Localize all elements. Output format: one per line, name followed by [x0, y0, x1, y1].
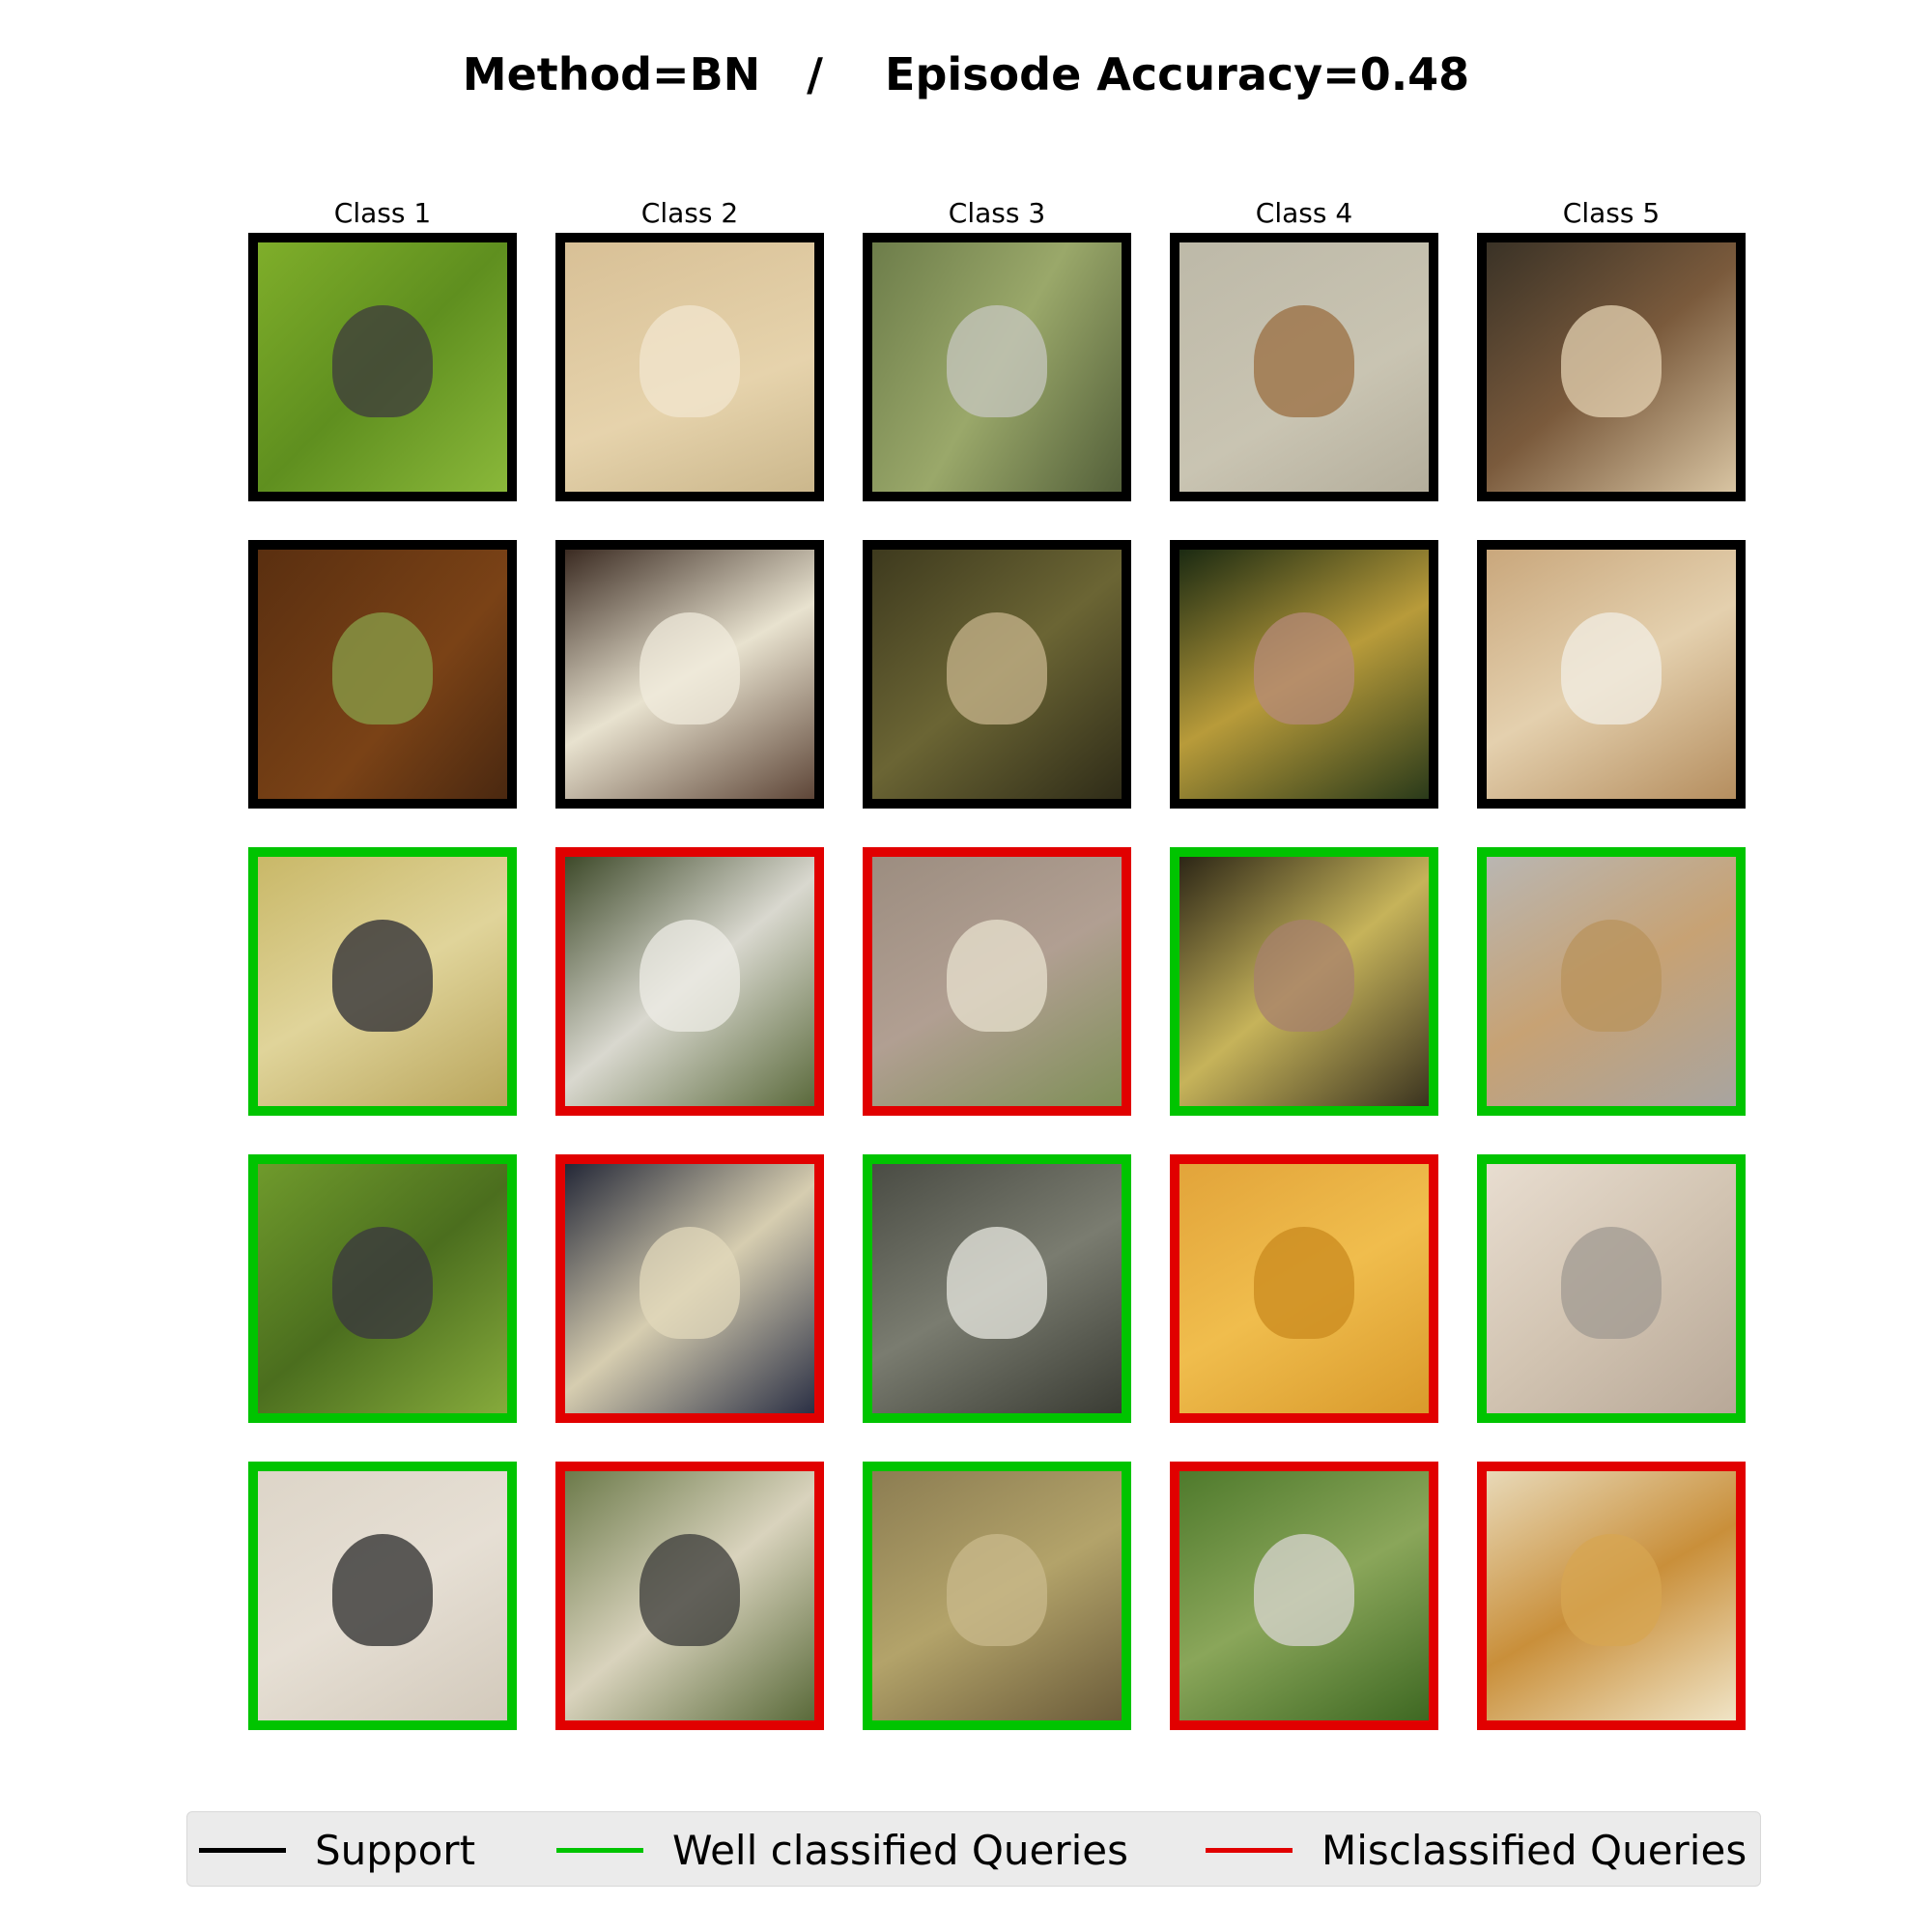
- mushroom-image: [1487, 1164, 1736, 1413]
- specimen-shape: [332, 611, 433, 724]
- specimen-shape: [1561, 919, 1662, 1032]
- mushroom-image: [872, 1164, 1122, 1413]
- specimen-shape: [1561, 611, 1662, 724]
- mushroom-image: [1487, 857, 1736, 1106]
- cell-r2-c5-support: [1477, 540, 1746, 809]
- specimen-shape: [1561, 304, 1662, 417]
- mushroom-image: [1179, 1164, 1429, 1413]
- mushroom-image: [565, 550, 814, 799]
- mushroom-image: [1487, 242, 1736, 492]
- specimen-shape: [332, 919, 433, 1032]
- cell-r1-c5-support: [1477, 233, 1746, 501]
- cell-r3-c3-wrong: [863, 847, 1131, 1116]
- specimen-shape: [947, 1533, 1047, 1646]
- specimen-shape: [639, 1533, 740, 1646]
- mushroom-image: [1179, 1471, 1429, 1720]
- specimen-shape: [1254, 919, 1354, 1032]
- class-label-1: Class 1: [333, 197, 432, 229]
- legend-item-wrong: Misclassified Queries: [1206, 1812, 1747, 1888]
- legend-label-correct: Well classified Queries: [672, 1826, 1129, 1874]
- class-label-3: Class 3: [948, 197, 1046, 229]
- cell-r5-c4-wrong: [1170, 1462, 1438, 1730]
- specimen-shape: [947, 919, 1047, 1032]
- cell-r3-c5-correct: [1477, 847, 1746, 1116]
- specimen-shape: [639, 1226, 740, 1339]
- cell-r4-c4-wrong: [1170, 1154, 1438, 1423]
- mushroom-image: [565, 242, 814, 492]
- specimen-shape: [332, 1533, 433, 1646]
- mushroom-image: [258, 1471, 507, 1720]
- mushroom-image: [258, 857, 507, 1106]
- mushroom-image: [1179, 550, 1429, 799]
- mushroom-image: [258, 550, 507, 799]
- legend-line-support: [199, 1847, 286, 1853]
- specimen-shape: [1561, 1533, 1662, 1646]
- cell-r1-c3-support: [863, 233, 1131, 501]
- legend-label-wrong: Misclassified Queries: [1321, 1826, 1747, 1874]
- specimen-shape: [1254, 304, 1354, 417]
- cell-r4-c5-correct: [1477, 1154, 1746, 1423]
- cell-r1-c4-support: [1170, 233, 1438, 501]
- figure-title: Method=BN / Episode Accuracy=0.48: [462, 48, 1470, 100]
- cell-r2-c4-support: [1170, 540, 1438, 809]
- legend-item-support: Support: [199, 1812, 475, 1888]
- mushroom-image: [1487, 550, 1736, 799]
- cell-r5-c2-wrong: [555, 1462, 824, 1730]
- legend-line-wrong: [1206, 1847, 1293, 1853]
- specimen-shape: [332, 304, 433, 417]
- mushroom-image: [565, 857, 814, 1106]
- specimen-shape: [332, 1226, 433, 1339]
- specimen-shape: [947, 304, 1047, 417]
- specimen-shape: [639, 611, 740, 724]
- mushroom-image: [872, 242, 1122, 492]
- mushroom-image: [872, 857, 1122, 1106]
- specimen-shape: [1254, 611, 1354, 724]
- cell-r4-c1-correct: [248, 1154, 517, 1423]
- legend: Support Well classified Queries Misclass…: [186, 1811, 1761, 1887]
- mushroom-image: [872, 1471, 1122, 1720]
- cell-r2-c3-support: [863, 540, 1131, 809]
- cell-r3-c2-wrong: [555, 847, 824, 1116]
- cell-r2-c2-support: [555, 540, 824, 809]
- cell-r4-c2-wrong: [555, 1154, 824, 1423]
- mushroom-image: [872, 550, 1122, 799]
- class-label-5: Class 5: [1562, 197, 1661, 229]
- mushroom-image: [1179, 857, 1429, 1106]
- cell-r3-c4-correct: [1170, 847, 1438, 1116]
- mushroom-image: [565, 1471, 814, 1720]
- specimen-shape: [1254, 1226, 1354, 1339]
- class-label-4: Class 4: [1255, 197, 1353, 229]
- cell-r4-c3-correct: [863, 1154, 1131, 1423]
- cell-r1-c1-support: [248, 233, 517, 501]
- cell-r1-c2-support: [555, 233, 824, 501]
- mushroom-image: [565, 1164, 814, 1413]
- mushroom-image: [258, 1164, 507, 1413]
- specimen-shape: [1254, 1533, 1354, 1646]
- class-label-2: Class 2: [640, 197, 739, 229]
- cell-r3-c1-correct: [248, 847, 517, 1116]
- cell-r2-c1-support: [248, 540, 517, 809]
- legend-line-correct: [556, 1847, 643, 1853]
- cell-r5-c3-correct: [863, 1462, 1131, 1730]
- mushroom-image: [258, 242, 507, 492]
- mushroom-image: [1179, 242, 1429, 492]
- mushroom-image: [1487, 1471, 1736, 1720]
- specimen-shape: [1561, 1226, 1662, 1339]
- specimen-shape: [639, 304, 740, 417]
- legend-label-support: Support: [315, 1826, 476, 1874]
- cell-r5-c5-wrong: [1477, 1462, 1746, 1730]
- cell-r5-c1-correct: [248, 1462, 517, 1730]
- specimen-shape: [947, 611, 1047, 724]
- specimen-shape: [639, 919, 740, 1032]
- legend-item-correct: Well classified Queries: [556, 1812, 1128, 1888]
- specimen-shape: [947, 1226, 1047, 1339]
